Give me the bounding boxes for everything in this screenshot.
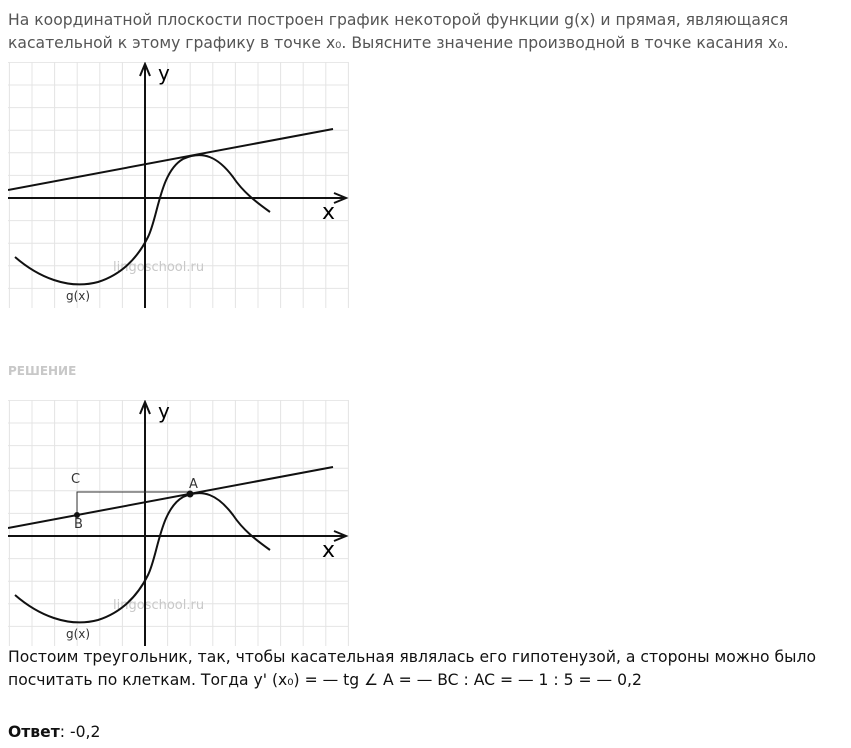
function-curve (14, 492, 271, 624)
y-arrow (139, 62, 151, 77)
function-label: g(x) (66, 289, 90, 303)
y-arrow (139, 400, 151, 415)
solution-text: Постоим треугольник, так, чтобы касатель… (8, 648, 816, 689)
solution-heading: РЕШЕНИЕ (8, 364, 77, 378)
triangle-legs (76, 491, 190, 515)
graph: y x g(x) lingoschool.ru (8, 62, 349, 308)
tangent-line (8, 466, 334, 529)
problem-text: На координатной плоскости построен графи… (8, 11, 789, 52)
x-arrow (333, 192, 349, 204)
point-b (74, 512, 80, 518)
y-label: y (158, 62, 170, 85)
x-label: x (322, 200, 335, 225)
tangent-line (8, 128, 334, 191)
y-label: y (158, 400, 170, 423)
watermark: lingoschool.ru (113, 598, 204, 613)
watermark: lingoschool.ru (113, 260, 204, 275)
point-a (186, 490, 194, 498)
answer: Ответ: -0,2 (8, 721, 846, 744)
x-arrow (333, 530, 349, 542)
answer-label: Ответ (8, 723, 60, 741)
point-label: B (74, 517, 83, 532)
solution-graph: y x g(x) lingoschool.ru C A B (8, 400, 349, 646)
point-label: C (71, 472, 80, 487)
answer-value: : -0,2 (59, 723, 101, 741)
point-label: A (189, 477, 198, 492)
function-curve (14, 154, 271, 286)
x-label: x (322, 538, 335, 563)
function-label: g(x) (66, 627, 90, 641)
